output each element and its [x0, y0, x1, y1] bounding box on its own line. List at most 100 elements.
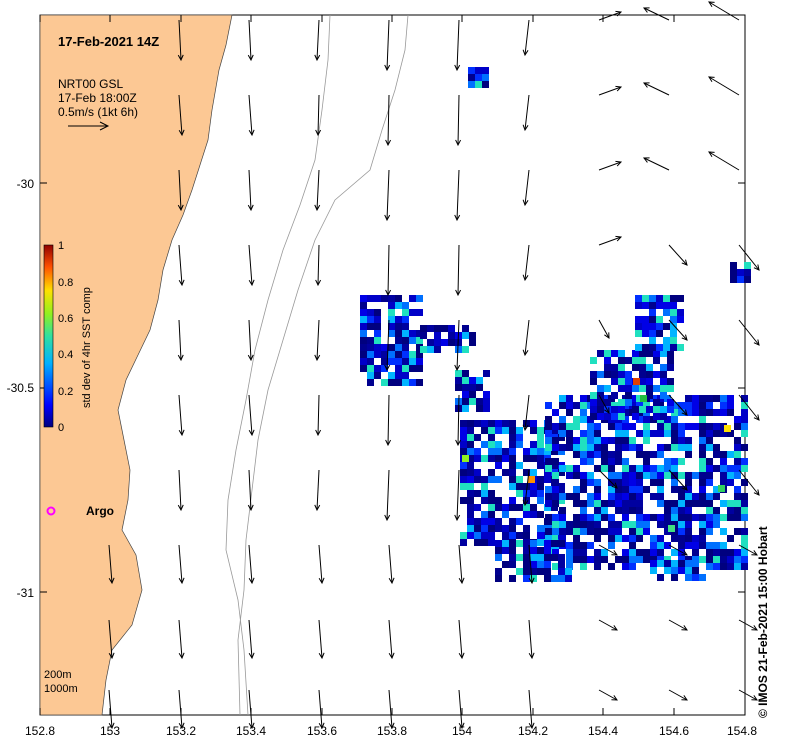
sst-pixel [544, 504, 551, 511]
sst-pixel [409, 351, 416, 358]
sst-pixel [650, 549, 657, 556]
current-arrow-head [385, 439, 392, 447]
x-tick-label: 153 [100, 724, 120, 738]
sst-pixel [402, 337, 409, 344]
sst-pixel [545, 465, 552, 472]
sst-pixel [664, 423, 671, 430]
sst-pixel [545, 423, 552, 430]
sst-pixel [646, 364, 653, 371]
sst-pixel [594, 528, 601, 535]
sst-pixel [664, 567, 671, 574]
sst-pixel [388, 323, 395, 330]
sst-pixel [653, 357, 660, 364]
sst-pixel [615, 528, 622, 535]
sst-pixel [469, 391, 476, 398]
x-tick-label: 154.8 [727, 724, 757, 738]
sst-pixel [460, 448, 467, 455]
sst-pixel [741, 535, 748, 542]
sst-pixel [474, 434, 481, 441]
sst-pixel [502, 540, 509, 547]
sst-pixel [573, 514, 580, 521]
sst-pixel [724, 425, 731, 432]
sst-pixel [551, 427, 558, 434]
sst-pixel [580, 542, 587, 549]
sst-pixel [660, 392, 667, 399]
sst-pixel [467, 497, 474, 504]
sst-pixel [629, 465, 636, 472]
sst-pixel [455, 346, 462, 353]
sst-pixel [713, 430, 720, 437]
sst-pixel [545, 437, 552, 444]
current-arrow-head [177, 354, 184, 362]
sst-pixel [460, 420, 467, 427]
sst-pixel [516, 568, 523, 575]
sst-pixel [727, 472, 734, 479]
sst-pixel [537, 554, 544, 561]
sst-pixel [594, 486, 601, 493]
sst-pixel [608, 437, 615, 444]
sst-pixel [706, 458, 713, 465]
sst-pixel [601, 395, 608, 402]
sst-pixel [618, 364, 625, 371]
sst-pixel [597, 399, 604, 406]
sst-pixel [713, 451, 720, 458]
sst-pixel [523, 561, 530, 568]
sst-pixel [374, 330, 381, 337]
sst-pixel [678, 493, 685, 500]
sst-pixel [360, 351, 367, 358]
sst-pixel [699, 430, 706, 437]
sst-pixel [678, 430, 685, 437]
sst-pixel [713, 486, 720, 493]
sst-pixel [427, 325, 434, 332]
sst-pixel [601, 458, 608, 465]
sst-pixel [551, 532, 558, 539]
sst-pixel [741, 423, 748, 430]
sst-pixel [566, 549, 573, 556]
current-arrow [708, 151, 740, 171]
current-arrow-head [681, 334, 688, 341]
sst-pixel [642, 316, 649, 323]
sst-pixel [664, 430, 671, 437]
current-arrow-head [611, 625, 618, 631]
y-tick-label: -30 [17, 177, 35, 191]
current-arrow-head [681, 625, 688, 631]
current-arrow [668, 619, 688, 631]
sst-pixel [636, 444, 643, 451]
current-arrow-head [458, 652, 465, 660]
current-arrow [386, 319, 390, 371]
sst-pixel [523, 455, 530, 462]
sst-pixel [594, 493, 601, 500]
sst-pixel [552, 549, 559, 556]
sst-pixel [474, 532, 481, 539]
sst-pixel [448, 332, 455, 339]
sst-pixel [685, 542, 692, 549]
sst-pixel [495, 568, 502, 575]
current-arrow [524, 94, 530, 131]
sst-pixel [671, 479, 678, 486]
sst-pixel [566, 493, 573, 500]
sst-pixel [509, 525, 516, 532]
sst-pixel [618, 406, 625, 413]
sst-pixel [622, 437, 629, 444]
current-arrow-head [528, 722, 535, 730]
current-arrow [316, 469, 320, 511]
sst-pixel [706, 549, 713, 556]
sst-pixel [734, 493, 741, 500]
sst-pixel [706, 423, 713, 430]
sst-pixel [573, 423, 580, 430]
current-arrow [108, 544, 113, 584]
sst-pixel [509, 441, 516, 448]
sst-pixel [483, 391, 490, 398]
sst-pixel [566, 563, 573, 570]
sst-pixel [594, 507, 601, 514]
sst-pixel [416, 295, 423, 302]
current-arrow [248, 394, 253, 436]
sst-pixel [685, 521, 692, 528]
sst-pixel [667, 350, 674, 357]
sst-pixel [720, 479, 727, 486]
sst-pixel [633, 378, 640, 385]
sst-pixel [699, 416, 706, 423]
sst-pixel [559, 423, 566, 430]
current-arrow-head [177, 54, 184, 62]
sst-pixel [475, 67, 482, 74]
